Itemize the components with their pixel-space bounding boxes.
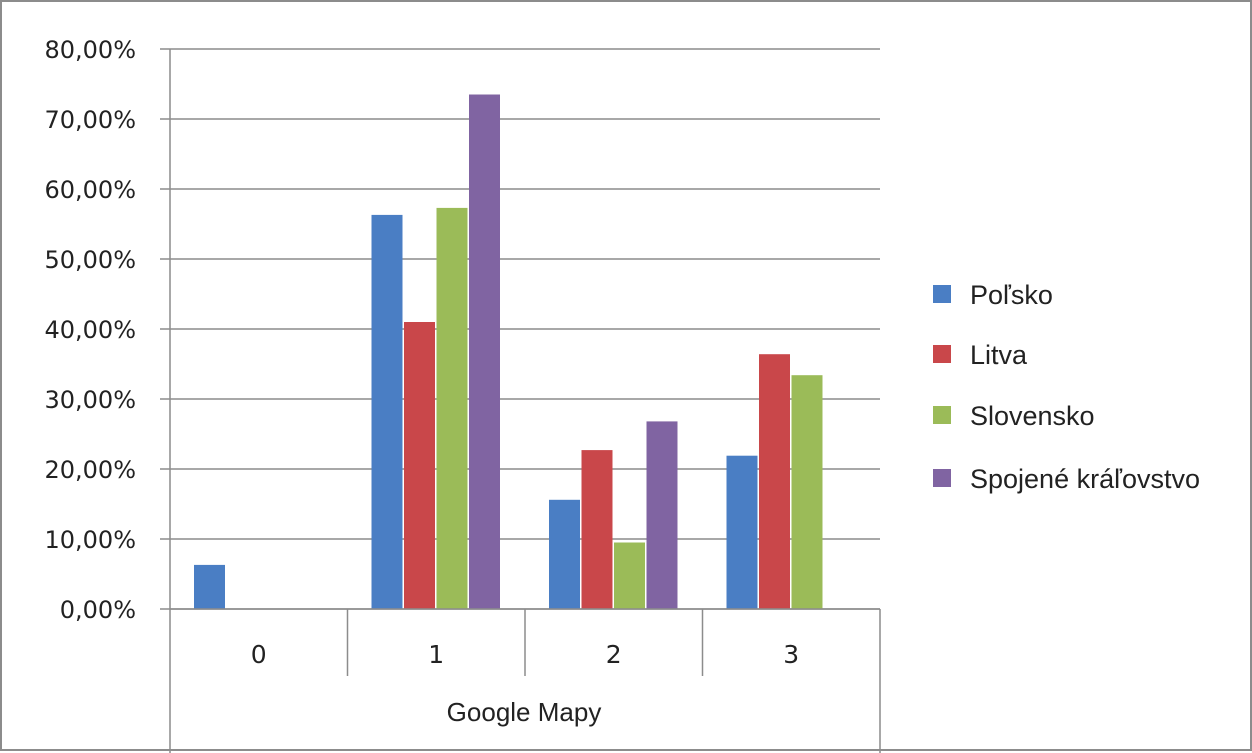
y-tick-label: 30,00% bbox=[44, 386, 136, 414]
legend-label: Slovensko bbox=[970, 401, 1095, 431]
gridlines bbox=[160, 48, 880, 610]
legend-swatch bbox=[933, 469, 951, 487]
y-tick-label: 10,00% bbox=[44, 526, 136, 554]
bar-poľsko bbox=[726, 455, 758, 609]
bar-litva bbox=[581, 450, 613, 609]
bar-litva bbox=[759, 354, 790, 609]
axes bbox=[169, 49, 881, 753]
bar-spojené-kráľovstvo bbox=[469, 94, 500, 609]
bar-slovensko bbox=[614, 542, 645, 609]
bar-spojené-kráľovstvo bbox=[646, 421, 678, 609]
legend-label: Litva bbox=[970, 340, 1028, 370]
y-tick-label: 60,00% bbox=[44, 176, 136, 204]
legend: Poľsko Litva Slovensko Spojené kráľovstvo bbox=[933, 280, 1200, 494]
y-tick-label: 80,00% bbox=[44, 36, 136, 64]
legend-label: Spojené kráľovstvo bbox=[970, 464, 1200, 494]
x-axis-group-label: Google Mapy bbox=[447, 697, 602, 727]
bar-poľsko bbox=[549, 499, 580, 609]
x-category-labels: 0 1 2 3 bbox=[251, 640, 799, 669]
x-category-label: 3 bbox=[783, 640, 799, 669]
legend-swatch bbox=[933, 285, 951, 303]
bar-poľsko bbox=[194, 564, 225, 609]
x-category-label: 1 bbox=[428, 640, 444, 669]
x-category-label: 0 bbox=[251, 640, 267, 669]
bar-slovensko bbox=[436, 207, 468, 609]
legend-label: Poľsko bbox=[970, 280, 1053, 310]
y-tick-label: 50,00% bbox=[44, 246, 136, 274]
legend-swatch bbox=[933, 406, 951, 424]
y-tick-labels: 0,00% 10,00% 20,00% 30,00% 40,00% 50,00% 60,00… bbox=[44, 36, 136, 624]
bars bbox=[194, 94, 823, 609]
y-tick-label: 70,00% bbox=[44, 106, 136, 134]
bar-litva bbox=[404, 322, 435, 609]
bar-poľsko bbox=[371, 214, 403, 609]
bar-slovensko bbox=[791, 375, 823, 609]
legend-swatch bbox=[933, 345, 951, 363]
y-tick-label: 20,00% bbox=[44, 456, 136, 484]
x-category-label: 2 bbox=[606, 640, 622, 669]
y-tick-label: 0,00% bbox=[60, 596, 136, 624]
y-tick-label: 40,00% bbox=[44, 316, 136, 344]
